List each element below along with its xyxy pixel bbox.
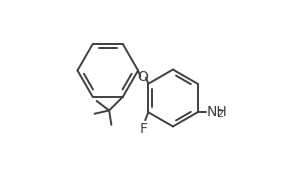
Text: O: O [138, 70, 148, 84]
Text: 2: 2 [217, 110, 224, 120]
Text: F: F [140, 122, 148, 136]
Text: NH: NH [206, 105, 227, 119]
